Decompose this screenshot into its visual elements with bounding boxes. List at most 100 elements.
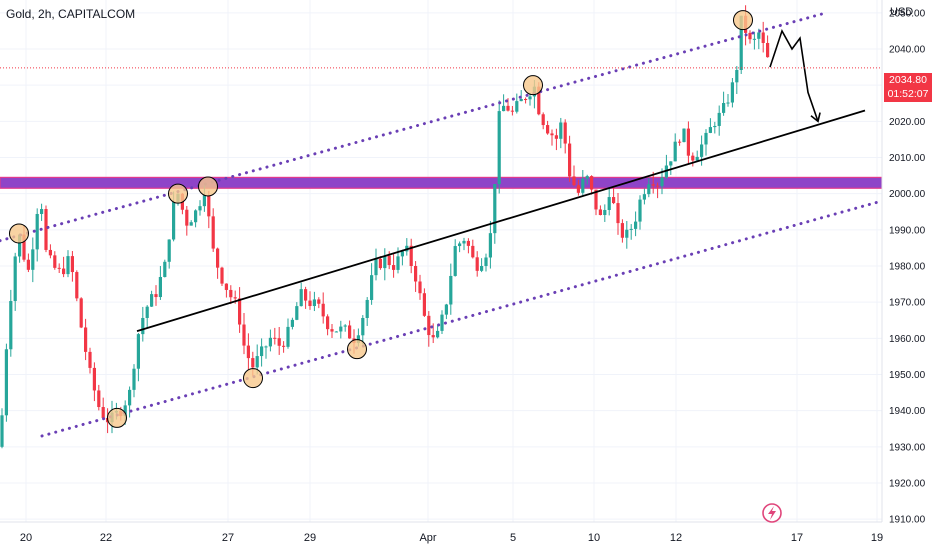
candle-body [128,389,132,406]
currency-unit: USD [890,6,914,18]
candle-body [356,335,360,343]
candle-body [678,141,682,143]
chart-title: Gold, 2h, CAPITALCOM [6,7,136,21]
candle-body [730,82,734,103]
flash-icon-bolt [768,506,776,520]
candle-body [189,222,193,226]
swing-marker [9,223,29,244]
candle-body [458,243,462,247]
candle-body [607,197,611,210]
candle-body [581,178,585,193]
price-tick-label: 2040.00 [889,45,926,56]
candle-body [66,256,70,275]
candle-body [409,245,413,266]
candle-body [585,176,589,179]
candle-body [101,407,105,418]
candle-body [238,298,242,325]
candle-body [629,228,633,230]
candle-body [35,213,39,250]
candle-body [31,249,35,270]
flash-icon[interactable] [762,503,782,523]
candle-body [656,185,660,187]
candle-body [735,69,739,83]
candle-body [559,122,563,139]
swing-marker [733,10,753,31]
price-tick-label: 1910.00 [889,515,926,526]
candle-body [686,128,690,156]
candle-body [79,298,83,328]
candle-body [132,368,136,390]
candle-body [233,297,237,299]
candle-body [431,335,435,338]
candle-body [202,195,206,207]
candle-body [167,239,171,262]
time-tick-label: 27 [222,532,234,544]
candle-body [282,345,286,347]
price-tick-label: 1950.00 [889,370,926,381]
candle-body [427,315,431,336]
candle-body [383,255,387,269]
zone-band [0,176,883,189]
candle-body [70,256,74,273]
time-axis[interactable]: 20 22 27 29 Apr 5 10 12 17 19 [0,521,883,550]
candle-body [726,102,730,104]
time-tick-label: 19 [871,532,883,544]
candle-body [546,125,550,134]
current-price-label: 2034.80 [884,73,932,88]
candle-body [339,326,343,332]
candle-body [400,251,404,257]
candle-body [757,32,761,39]
candle-body [198,206,202,211]
candle-body [510,110,514,112]
time-tick-label: 29 [304,532,316,544]
price-tick-label: 1920.00 [889,478,926,489]
candle-body [480,266,484,271]
swing-marker [243,368,263,389]
candle-body [290,319,294,327]
candle-body [330,329,334,332]
price-tick-label: 2020.00 [889,117,926,128]
candle-body [312,299,316,307]
time-tick-label: Apr [419,532,436,544]
candle-body [537,86,541,115]
price-tick-label: 1980.00 [889,262,926,273]
candle-body [158,276,162,298]
candle-body [647,184,651,195]
candle-body [321,303,325,317]
candle-body [572,176,576,186]
candle-body [612,197,616,204]
candle-body [370,275,374,300]
candle-body [22,234,26,260]
candle-body [286,326,290,347]
price-tick-label: 1970.00 [889,298,926,309]
candle-body [515,101,519,112]
swing-marker [168,183,188,204]
candle-body [563,122,567,144]
candle-body [361,318,365,336]
candle-body [396,256,400,270]
candle-body [378,258,382,269]
candle-body [13,256,17,302]
candle-body [141,317,145,335]
candle-body [251,358,255,368]
candle-body [334,331,338,333]
candle-body [246,345,250,359]
swing-marker [198,176,218,197]
candle-body [625,229,629,238]
candle-body [700,144,704,157]
candle-body [568,143,572,177]
bar-countdown-label: 01:52:07 [884,87,932,102]
time-tick-label: 10 [588,532,600,544]
candle-body [92,367,96,391]
candle-body [40,209,44,214]
candle-body [761,32,765,43]
candle-body [414,265,418,282]
candle-body [590,176,594,190]
candle-body [224,283,228,290]
candle-body [304,289,308,301]
candle-body [550,133,554,136]
candle-body [48,249,52,256]
candle-body [691,155,695,161]
candle-body [207,195,211,217]
